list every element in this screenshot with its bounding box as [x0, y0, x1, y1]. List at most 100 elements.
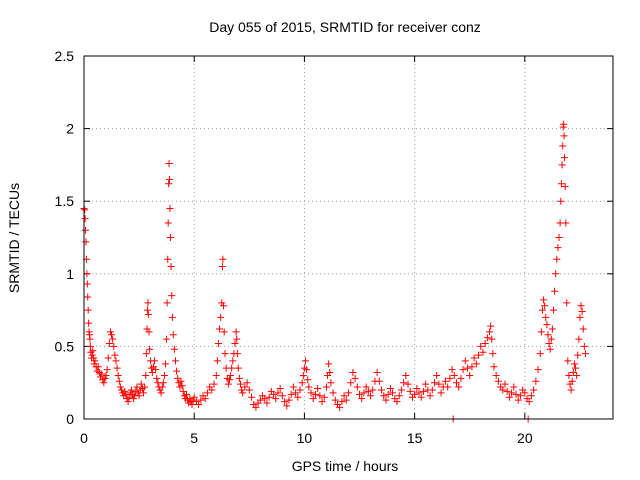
data-point: [561, 183, 569, 191]
data-point: [179, 387, 187, 395]
x-tick-label: 10: [297, 430, 313, 446]
data-point: [144, 310, 152, 318]
data-point: [527, 392, 535, 400]
data-point: [358, 395, 366, 403]
data-point: [311, 390, 319, 398]
data-point: [534, 366, 542, 374]
grid: [84, 56, 613, 419]
data-point: [562, 219, 570, 227]
data-point: [108, 331, 116, 339]
data-point: [575, 335, 583, 343]
y-tick-label: 2: [66, 121, 74, 137]
y-tick-label: 2.5: [55, 48, 75, 64]
data-point: [88, 351, 96, 359]
data-point: [378, 386, 386, 394]
data-point: [82, 226, 90, 234]
data-point: [554, 244, 562, 252]
data-point: [468, 363, 476, 371]
data-point: [276, 385, 284, 393]
data-point: [239, 389, 247, 397]
data-point: [475, 351, 483, 359]
data-point: [238, 386, 246, 394]
data-point: [461, 357, 469, 365]
data-point: [225, 376, 233, 384]
data-point: [430, 379, 438, 387]
data-point: [417, 393, 425, 401]
data-point: [560, 120, 568, 128]
data-point: [164, 219, 172, 227]
data-point: [130, 395, 138, 403]
data-point: [444, 383, 452, 391]
y-tick-label: 1.5: [55, 193, 75, 209]
data-point: [397, 386, 405, 394]
data-point: [435, 380, 443, 388]
data-point: [494, 377, 502, 385]
data-point: [389, 389, 397, 397]
data-point: [148, 369, 156, 377]
data-point: [544, 331, 552, 339]
data-point: [265, 393, 273, 401]
y-tick-label: 1: [66, 266, 74, 282]
data-point: [302, 357, 310, 365]
data-point: [165, 180, 173, 188]
data-point: [437, 389, 445, 397]
data-point: [214, 339, 222, 347]
data-point: [159, 379, 167, 387]
data-point: [422, 380, 430, 388]
data-point: [142, 371, 150, 379]
data-point: [406, 387, 414, 395]
data-point: [174, 374, 182, 382]
data-point: [135, 392, 143, 400]
data-point: [216, 325, 224, 333]
data-point: [109, 335, 117, 343]
data-point: [488, 335, 496, 343]
data-point: [299, 371, 307, 379]
data-point: [166, 204, 174, 212]
data-point: [514, 396, 522, 404]
data-point: [272, 395, 280, 403]
data-point: [106, 328, 114, 336]
data-point: [144, 299, 152, 307]
x-tick-label: 0: [80, 430, 88, 446]
data-point: [186, 395, 194, 403]
data-point: [307, 389, 315, 397]
data-point: [145, 328, 153, 336]
data-point: [162, 335, 170, 343]
data-point: [114, 371, 122, 379]
data-point: [228, 364, 236, 372]
data-point: [568, 377, 576, 385]
data-point: [565, 371, 573, 379]
data-point: [395, 392, 403, 400]
data-point: [393, 398, 401, 406]
data-point: [221, 350, 229, 358]
data-point: [133, 383, 141, 391]
data-point: [100, 379, 108, 387]
data-point: [555, 234, 563, 241]
data-point: [349, 369, 357, 377]
data-point: [217, 313, 225, 321]
data-point: [573, 371, 581, 379]
data-point: [212, 371, 220, 379]
data-point: [210, 380, 218, 388]
data-point: [459, 366, 467, 374]
data-point: [168, 292, 176, 300]
data-point: [574, 351, 582, 359]
data-point: [281, 398, 289, 406]
data-point: [532, 377, 540, 385]
data-point: [121, 387, 129, 395]
data-point: [170, 345, 178, 353]
data-point: [233, 350, 241, 358]
data-point: [545, 339, 553, 347]
data-point: [327, 379, 335, 387]
data-point: [218, 263, 226, 271]
data-point: [450, 371, 458, 379]
data-point: [329, 389, 337, 397]
y-axis-label: SRMTID / TECUs: [6, 183, 22, 293]
data-point: [499, 386, 507, 394]
data-point: [105, 339, 113, 347]
data-point: [83, 280, 91, 288]
data-point: [446, 374, 454, 382]
data-point: [162, 360, 170, 368]
data-point: [322, 383, 330, 391]
